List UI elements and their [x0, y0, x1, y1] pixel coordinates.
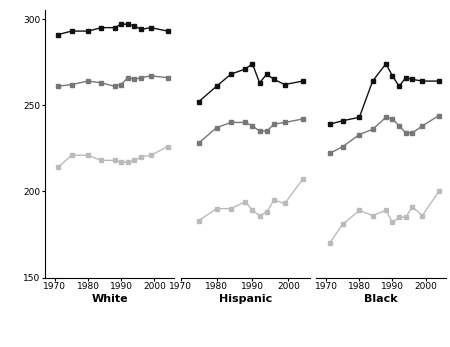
X-axis label: White: White: [91, 294, 128, 304]
X-axis label: Hispanic: Hispanic: [219, 294, 272, 304]
X-axis label: Black: Black: [364, 294, 398, 304]
